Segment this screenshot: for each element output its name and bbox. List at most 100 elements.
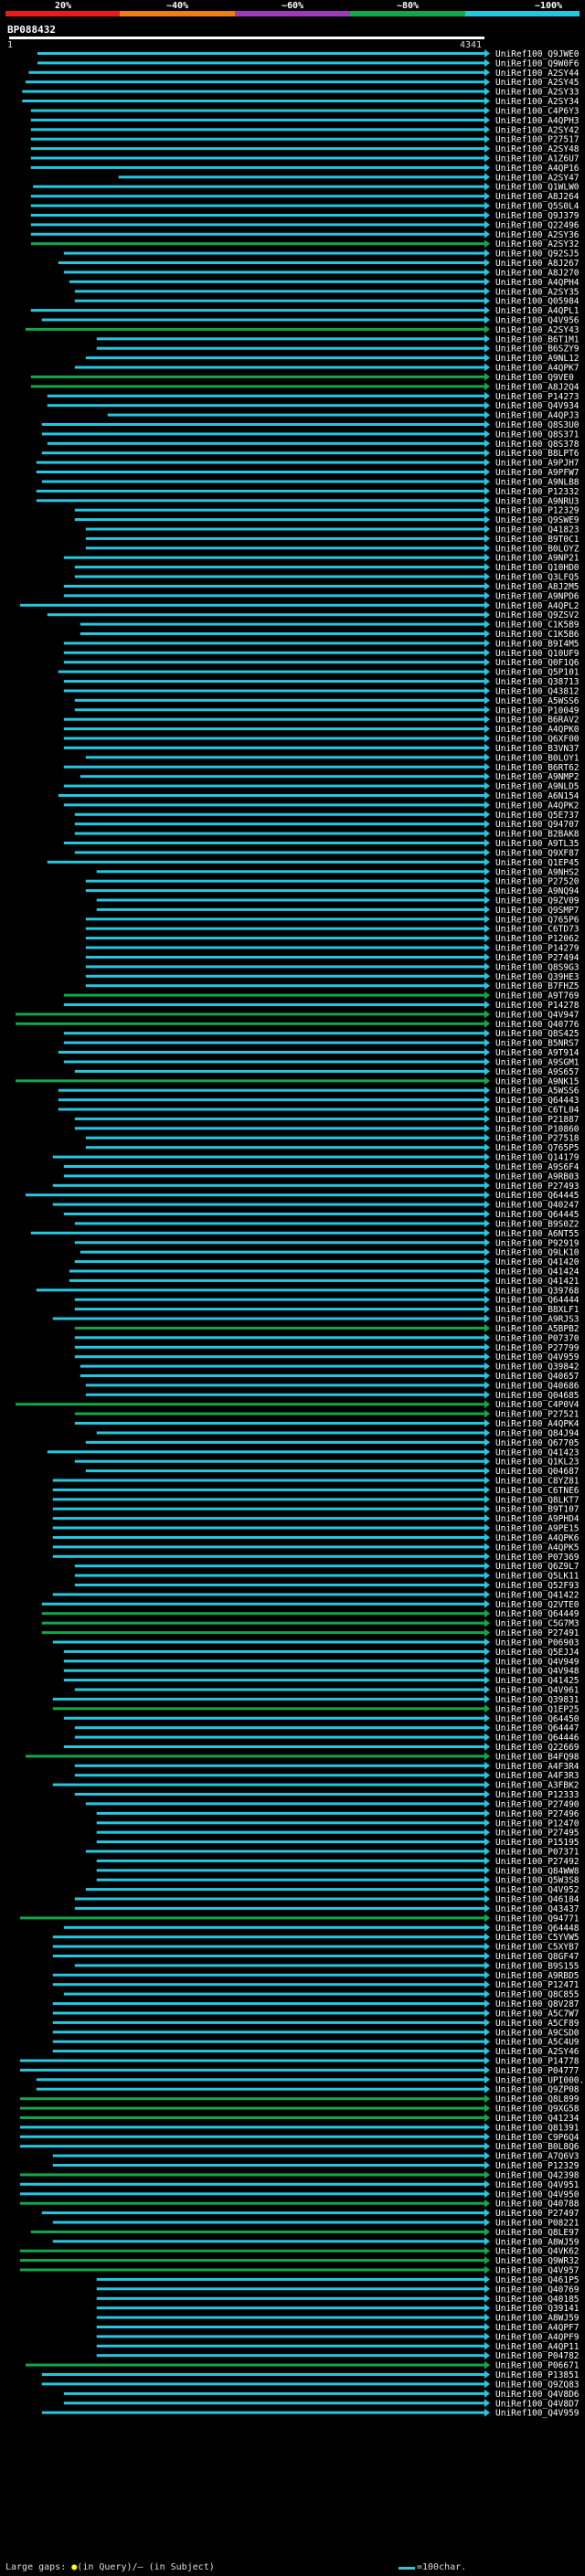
hit-label[interactable]: UniRef100_B8LPT6 xyxy=(495,449,580,459)
hit-label[interactable]: UniRef100_Q52F93 xyxy=(495,1581,580,1591)
hit-bar[interactable] xyxy=(74,1069,485,1073)
hit-label[interactable]: UniRef100_Q42398 xyxy=(495,2170,580,2180)
hit-bar[interactable] xyxy=(74,299,485,302)
hit-bar[interactable] xyxy=(19,1916,485,1920)
hit-bar[interactable] xyxy=(74,575,485,578)
hit-bar[interactable] xyxy=(19,603,485,607)
hit-bar[interactable] xyxy=(80,775,485,779)
hit-label[interactable]: UniRef100_A9NMP2 xyxy=(495,772,580,782)
hit-bar[interactable] xyxy=(22,90,485,93)
hit-label[interactable]: UniRef100_A2SY34 xyxy=(495,97,580,107)
hit-bar[interactable] xyxy=(74,1308,485,1311)
hit-bar[interactable] xyxy=(74,1906,485,1910)
hit-label[interactable]: UniRef100_P14278 xyxy=(495,1001,580,1011)
hit-label[interactable]: UniRef100_Q1EP25 xyxy=(495,1704,580,1714)
hit-label[interactable]: UniRef100_A4QP11 xyxy=(495,2342,580,2352)
hit-bar[interactable] xyxy=(63,1041,485,1044)
hit-label[interactable]: UniRef100_Q9SMP7 xyxy=(495,906,580,916)
hit-bar[interactable] xyxy=(96,898,484,902)
hit-label[interactable]: UniRef100_Q81391 xyxy=(495,2123,580,2133)
hit-label[interactable]: UniRef100_P07370 xyxy=(495,1333,580,1343)
hit-label[interactable]: UniRef100_Q4V949 xyxy=(495,1657,580,1667)
hit-label[interactable]: UniRef100_C4P6Y3 xyxy=(495,107,580,117)
hit-label[interactable]: UniRef100_Q94707 xyxy=(495,820,580,830)
hit-bar[interactable] xyxy=(85,946,485,949)
hit-bar[interactable] xyxy=(47,394,485,398)
hit-label[interactable]: UniRef100_A9NL12 xyxy=(495,354,580,364)
hit-label[interactable]: UniRef100_A9RBD5 xyxy=(495,1971,580,1981)
hit-bar[interactable] xyxy=(63,1174,485,1178)
hit-label[interactable]: UniRef100_B6T1M1 xyxy=(495,334,580,345)
hit-bar[interactable] xyxy=(41,2382,485,2386)
hit-label[interactable]: UniRef100_B2BAK8 xyxy=(495,830,580,840)
hit-label[interactable]: UniRef100_Q9W0F6 xyxy=(495,58,580,69)
hit-label[interactable]: UniRef100_A2SY35 xyxy=(495,287,580,297)
hit-label[interactable]: UniRef100_P27494 xyxy=(495,953,580,963)
hit-label[interactable]: UniRef100_P27492 xyxy=(495,1857,580,1867)
hit-label[interactable]: UniRef100_A9NK15 xyxy=(495,1076,580,1087)
hit-bar[interactable] xyxy=(52,2154,485,2157)
hit-bar[interactable] xyxy=(85,527,485,531)
hit-bar[interactable] xyxy=(63,1060,485,1064)
hit-label[interactable]: UniRef100_A4QPK2 xyxy=(495,800,580,811)
hit-label[interactable]: UniRef100_Q4V934 xyxy=(495,401,580,411)
hit-label[interactable]: UniRef100_A9PJH7 xyxy=(495,459,580,469)
hit-bar[interactable] xyxy=(74,1735,485,1739)
hit-label[interactable]: UniRef100_A4QPJ3 xyxy=(495,411,580,421)
hit-bar[interactable] xyxy=(85,984,485,988)
hit-label[interactable]: UniRef100_Q0F1Q6 xyxy=(495,658,580,668)
hit-bar[interactable] xyxy=(74,1774,485,1777)
hit-bar[interactable] xyxy=(63,2391,485,2395)
hit-bar[interactable] xyxy=(96,1811,484,1815)
hit-bar[interactable] xyxy=(30,204,485,207)
hit-bar[interactable] xyxy=(47,860,485,864)
hit-label[interactable]: UniRef100_Q10HD0 xyxy=(495,563,580,573)
hit-label[interactable]: UniRef100_A4QPK4 xyxy=(495,1419,580,1429)
hit-bar[interactable] xyxy=(63,993,485,997)
hit-label[interactable]: UniRef100_C4P0V4 xyxy=(495,1400,580,1410)
hit-label[interactable]: UniRef100_Q4VK62 xyxy=(495,2247,580,2257)
hit-label[interactable]: UniRef100_Q41234 xyxy=(495,2114,580,2124)
hit-label[interactable]: UniRef100_P27495 xyxy=(495,1829,580,1839)
hit-label[interactable]: UniRef100_A9RB03 xyxy=(495,1171,580,1182)
hit-label[interactable]: UniRef100_A2SY43 xyxy=(495,325,580,335)
hit-bar[interactable] xyxy=(41,1602,485,1606)
hit-bar[interactable] xyxy=(80,1250,485,1254)
hit-label[interactable]: UniRef100_A4QP16 xyxy=(495,164,580,174)
hit-bar[interactable] xyxy=(85,756,485,759)
hit-label[interactable]: UniRef100_Q8V287 xyxy=(495,1999,580,2009)
hit-label[interactable]: UniRef100_A8J264 xyxy=(495,192,580,202)
hit-label[interactable]: UniRef100_A2SY48 xyxy=(495,144,580,154)
hit-label[interactable]: UniRef100_P21887 xyxy=(495,1115,580,1125)
hit-bar[interactable] xyxy=(96,2287,484,2291)
hit-label[interactable]: UniRef100_Q8S378 xyxy=(495,440,580,450)
hit-bar[interactable] xyxy=(41,318,485,322)
hit-bar[interactable] xyxy=(41,423,485,426)
hit-bar[interactable] xyxy=(96,2335,484,2338)
hit-bar[interactable] xyxy=(19,2106,485,2110)
hit-label[interactable]: UniRef100_P27521 xyxy=(495,1410,580,1420)
hit-label[interactable]: UniRef100_B9T0C1 xyxy=(495,535,580,545)
hit-bar[interactable] xyxy=(74,851,485,854)
hit-bar[interactable] xyxy=(16,1079,485,1083)
hit-label[interactable]: UniRef100_A6NT55 xyxy=(495,1229,580,1239)
hit-bar[interactable] xyxy=(30,214,485,217)
hit-bar[interactable] xyxy=(30,147,485,151)
hit-label[interactable]: UniRef100_Q41823 xyxy=(495,525,580,535)
hit-bar[interactable] xyxy=(30,2230,485,2233)
hit-bar[interactable] xyxy=(58,261,485,264)
hit-label[interactable]: UniRef100_Q1KL23 xyxy=(495,1458,580,1468)
hit-label[interactable]: UniRef100_B9T107 xyxy=(495,1505,580,1515)
hit-bar[interactable] xyxy=(74,1326,485,1330)
hit-label[interactable]: UniRef100_C9P6Q4 xyxy=(495,2133,580,2143)
hit-bar[interactable] xyxy=(63,556,485,559)
hit-label[interactable]: UniRef100_Q46184 xyxy=(495,1895,580,1905)
hit-bar[interactable] xyxy=(63,1213,485,1215)
hit-bar[interactable] xyxy=(36,2087,485,2091)
hit-label[interactable]: UniRef100_P92919 xyxy=(495,1238,580,1248)
hit-bar[interactable] xyxy=(96,1859,484,1862)
hit-bar[interactable] xyxy=(52,1479,485,1482)
hit-label[interactable]: UniRef100_P14279 xyxy=(495,944,580,954)
hit-label[interactable]: UniRef100_A9NQ94 xyxy=(495,886,580,896)
hit-label[interactable]: UniRef100_Q4V957 xyxy=(495,2266,580,2276)
